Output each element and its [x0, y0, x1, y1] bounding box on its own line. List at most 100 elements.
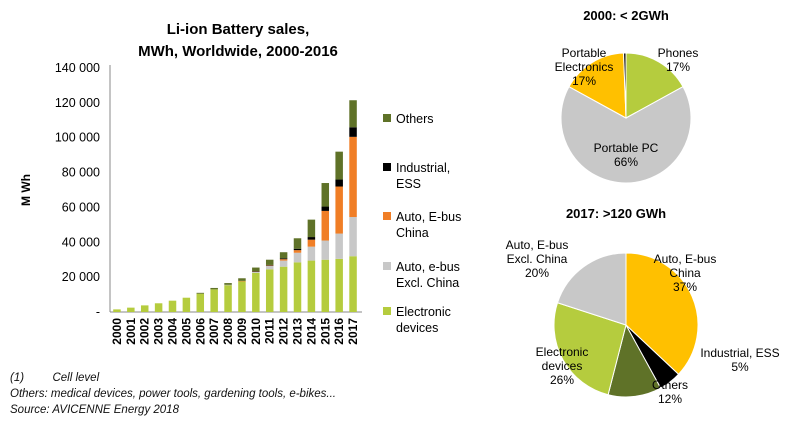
x-tick-label: 2007	[207, 318, 221, 345]
x-tick-label: 2000	[110, 318, 124, 345]
bar-segment	[279, 266, 288, 312]
x-tick-label: 2001	[124, 318, 138, 345]
legend-item: Electronic devices	[383, 305, 451, 335]
bar-segment	[307, 246, 316, 261]
bar-segment	[349, 127, 357, 137]
y-ticks: - 20 000 40 000 60 000 80 000 100 000 120 000 1…	[55, 61, 100, 319]
footnote-others: Others: medical devices, power tools, ga…	[10, 388, 336, 400]
y-tick-label: -	[96, 305, 100, 319]
pie-slice-label: Auto, E-bus	[654, 252, 717, 266]
bar-segment	[307, 239, 316, 247]
legend-label: Others	[396, 112, 434, 126]
y-tick-label: 40 000	[62, 235, 100, 249]
bar-segment	[335, 179, 343, 187]
x-tick-label: 2016	[332, 318, 346, 345]
pie-slice-label: 37%	[673, 280, 697, 294]
bar-segment	[321, 206, 330, 211]
x-tick-label: 2013	[291, 318, 305, 345]
bar-segment	[279, 258, 288, 260]
bar-segment	[307, 260, 316, 312]
bar-segment	[321, 210, 330, 241]
bar-segment	[252, 272, 260, 312]
bar-segment	[224, 283, 232, 285]
pie-slice-label: Portable	[562, 46, 607, 60]
legend-label: China	[396, 226, 429, 240]
pie-slice-label: 26%	[550, 373, 574, 387]
legend-item: Others	[383, 112, 434, 126]
bar-segment	[196, 293, 205, 312]
pie-slice	[568, 52, 627, 119]
bar-segment	[113, 309, 121, 312]
pie-slice-label: 20%	[525, 266, 549, 280]
pie-slice-label: Phones	[658, 46, 699, 60]
x-tick-label: 2005	[179, 318, 193, 345]
bar-chart-title-line2: MWh, Worldwide, 2000-2016	[138, 43, 338, 60]
legend-label: Electronic	[396, 305, 451, 319]
bar-segment	[321, 259, 330, 312]
x-tick-label: 2012	[277, 318, 291, 345]
x-tick-label: 2015	[318, 318, 332, 345]
pie-slice-label: devices	[542, 359, 583, 373]
bar-segment	[335, 151, 343, 180]
bar-segment	[265, 269, 274, 312]
pie-slice	[553, 302, 627, 396]
bar-segment	[210, 289, 218, 312]
legend-label: Auto, e-bus	[396, 260, 460, 274]
pie-slice-label: 12%	[658, 392, 682, 406]
x-tick-label: 2017	[346, 318, 360, 345]
pie-slice-label: Auto, E-bus	[506, 238, 569, 252]
bar-segment	[265, 265, 274, 266]
legend-label: ESS	[396, 177, 421, 191]
pie-slice	[560, 86, 692, 184]
y-tick-label: 60 000	[62, 200, 100, 214]
bar-segment	[210, 287, 218, 290]
bar-segment	[154, 303, 163, 312]
y-tick-label: 140 000	[55, 61, 100, 75]
bar-segment	[349, 256, 357, 312]
x-tick-label: 2004	[166, 318, 180, 345]
bar-segment	[307, 219, 316, 238]
bar-segment	[349, 100, 357, 128]
pie-2017-title: 2017: >120 GWh	[566, 206, 666, 221]
bar-segment	[293, 252, 302, 263]
y-tick-label: 20 000	[62, 270, 100, 284]
legend-item: Auto, E-bus China	[383, 210, 461, 240]
x-ticks: 2000 2001 2002 2003 2004 2005 2006 2007 2008 2009…	[110, 318, 360, 345]
pie-2000-title: 2000: < 2GWh	[583, 8, 669, 23]
bar-segment	[293, 248, 302, 251]
x-tick-label: 2006	[193, 318, 207, 345]
pie-slice-label: Industrial, ESS	[700, 346, 779, 360]
bar-segment	[335, 233, 343, 259]
legend-swatch	[383, 114, 391, 122]
pie-slice-label: 17%	[666, 60, 690, 74]
x-tick-label: 2003	[152, 318, 166, 345]
y-tick-label: 80 000	[62, 166, 100, 180]
bar-segment	[307, 237, 316, 240]
y-tick-label: 100 000	[55, 131, 100, 145]
footnote-cell-level: (1) Cell level	[10, 372, 99, 384]
legend-swatch	[383, 307, 391, 315]
legend-swatch	[383, 262, 391, 270]
bar-segment	[335, 258, 343, 312]
bar-segment	[293, 250, 302, 253]
legend-label: Excl. China	[396, 276, 459, 290]
pie-slice-label: China	[669, 266, 701, 280]
bar-segment	[265, 264, 274, 266]
bar-segment	[196, 292, 205, 294]
bar-segment	[224, 284, 232, 312]
legend-label: Industrial,	[396, 161, 450, 175]
pie-slice	[625, 52, 684, 119]
bar-segment	[293, 238, 302, 249]
legend-label: devices	[396, 321, 438, 335]
x-tick-label: 2014	[304, 318, 318, 345]
bar-segment	[279, 259, 288, 261]
bar-segment	[224, 284, 232, 286]
bar-segment	[265, 265, 274, 270]
pie-slice	[623, 52, 627, 119]
x-tick-label: 2009	[235, 318, 249, 345]
bar-segment	[182, 297, 191, 312]
legend-item: Auto, e-bus Excl. China	[383, 260, 460, 290]
footnote-source: Source: AVICENNE Energy 2018	[10, 404, 179, 416]
